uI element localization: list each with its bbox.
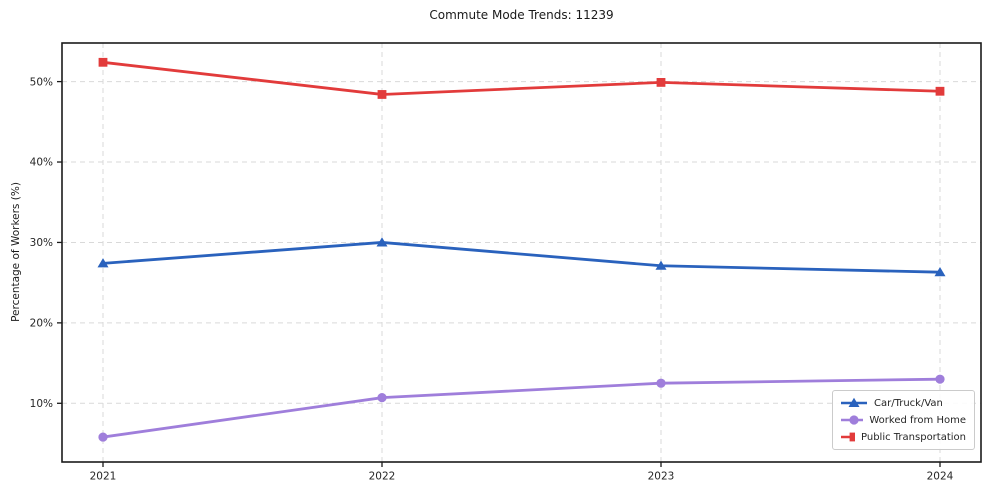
- legend: Car/Truck/Van Worked from Home Public Tran…: [832, 390, 975, 450]
- triangle-marker-icon: [97, 258, 109, 268]
- circle-marker-icon: [656, 378, 666, 388]
- circle-marker-icon: [849, 415, 859, 425]
- legend-entry-public-transportation: Public Transportation: [840, 430, 966, 444]
- circle-marker-icon: [98, 432, 108, 442]
- triangle-marker-icon: [655, 260, 667, 270]
- square-marker-icon: [849, 432, 856, 442]
- series-line: [101, 241, 942, 274]
- gridlines: [62, 43, 981, 462]
- x-tick-label: 2024: [927, 471, 954, 483]
- x-tick-label: 2021: [90, 471, 117, 483]
- series-worked-from-home: [98, 374, 945, 442]
- axis-ticks: 10% 20% 30% 40% 50% 2021 2022 2023 2024: [30, 76, 954, 482]
- y-tick-label: 40%: [30, 157, 53, 169]
- legend-entry-worked-from-home: Worked from Home: [840, 413, 966, 427]
- chart-title: Commute Mode Trends: 11239: [429, 8, 614, 22]
- legend-triangle-sample-icon: [841, 397, 867, 407]
- series-line: [101, 60, 942, 96]
- plot-border: [61, 42, 982, 463]
- series-public-transportation: [98, 57, 945, 99]
- legend-label: Public Transportation: [861, 431, 966, 443]
- y-tick-label: 10%: [30, 398, 53, 410]
- circle-marker-icon: [935, 374, 945, 384]
- square-marker-icon: [656, 78, 666, 87]
- legend-circle-sample-icon: [841, 415, 864, 425]
- legend-square-sample-icon: [841, 432, 856, 442]
- triangle-marker-icon: [848, 397, 860, 407]
- triangle-marker-icon: [934, 267, 946, 277]
- square-marker-icon: [377, 90, 387, 99]
- series-car-truck-van: [97, 237, 946, 277]
- legend-entry-car-truck-van: Car/Truck/Van: [840, 396, 966, 410]
- square-marker-icon: [98, 57, 108, 67]
- x-tick-label: 2022: [369, 471, 396, 483]
- x-tick-label: 2023: [648, 471, 675, 483]
- circle-marker-icon: [377, 393, 387, 403]
- y-tick-label: 50%: [30, 76, 53, 88]
- square-marker-icon: [935, 86, 945, 96]
- legend-label: Worked from Home: [869, 414, 966, 426]
- y-tick-label: 20%: [30, 318, 53, 330]
- y-tick-label: 30%: [30, 237, 53, 249]
- triangle-marker-icon: [376, 237, 388, 247]
- legend-label: Car/Truck/Van: [874, 397, 943, 409]
- series-line: [101, 377, 942, 439]
